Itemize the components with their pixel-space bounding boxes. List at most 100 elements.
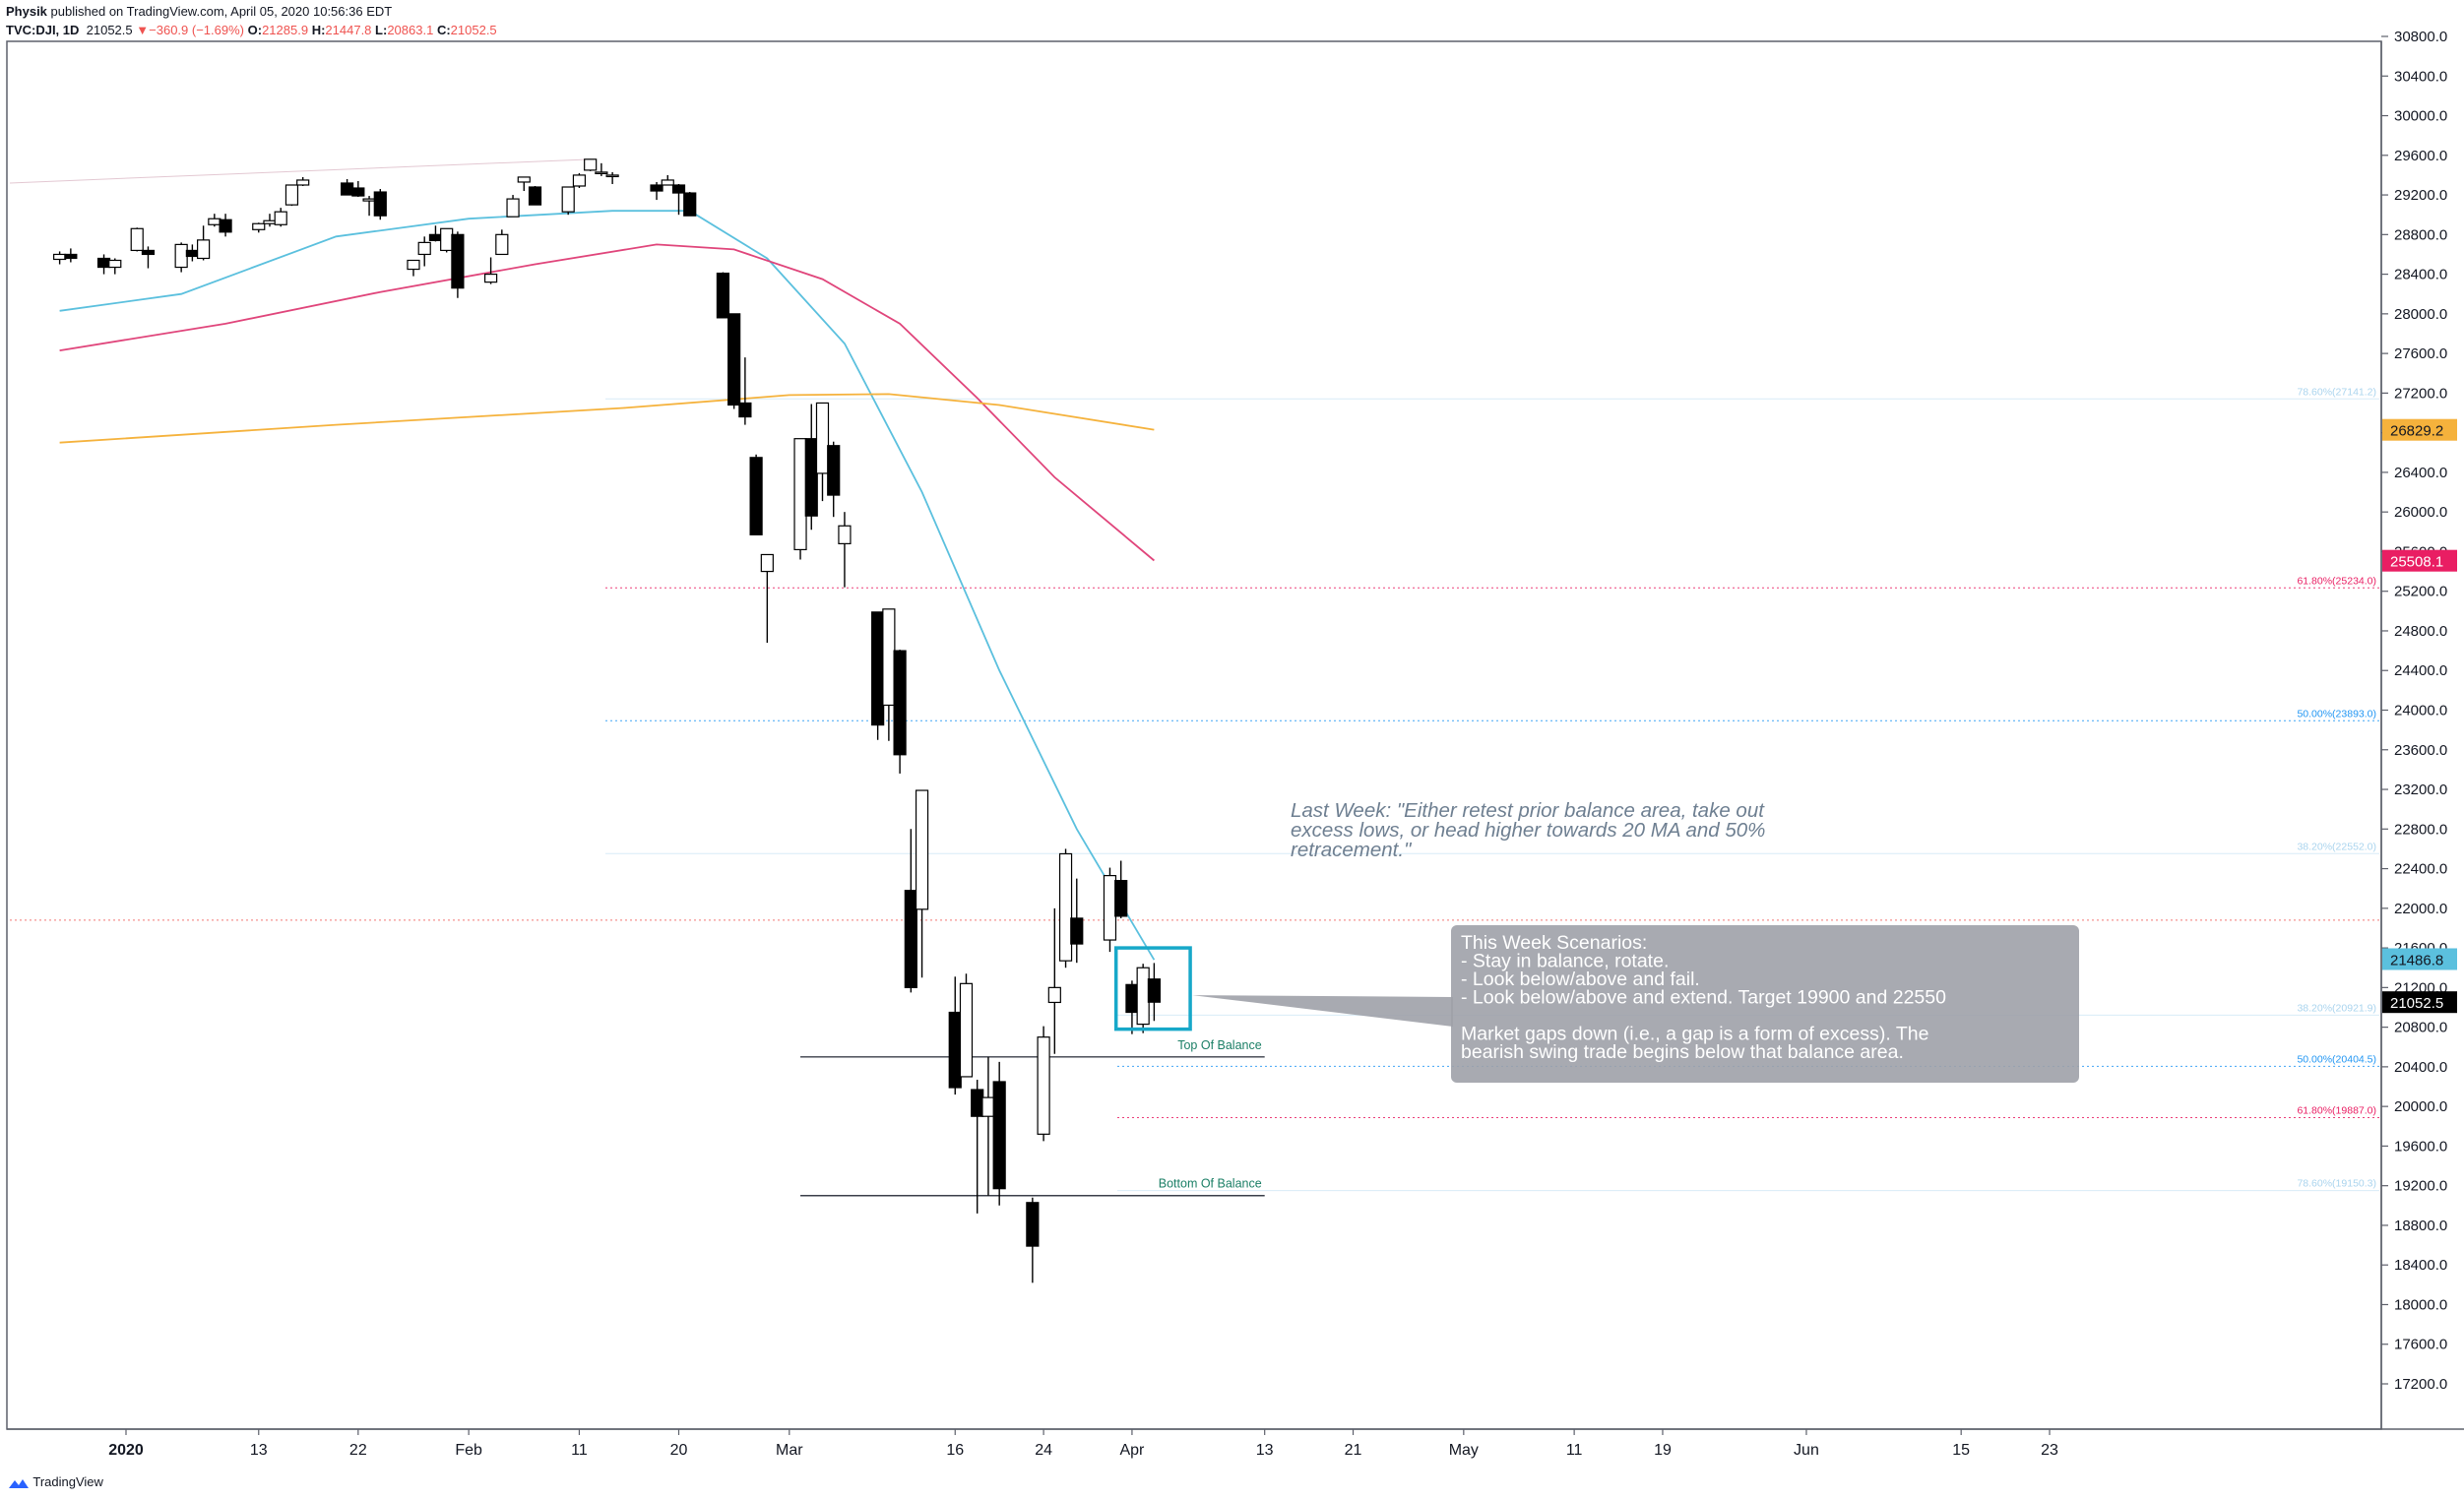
candle[interactable] [992, 1061, 1006, 1206]
candle[interactable] [893, 650, 907, 774]
candle[interactable] [483, 257, 498, 284]
candle[interactable] [584, 158, 598, 171]
candle[interactable] [683, 192, 697, 217]
price-tag[interactable] [2382, 991, 2457, 1014]
callout-line: bearish swing trade begins below that ba… [1461, 1041, 1904, 1063]
candle[interactable] [341, 178, 354, 196]
candle[interactable] [650, 181, 663, 201]
price-tick-label: 28800.0 [2394, 226, 2447, 243]
ma20-line [59, 210, 1156, 961]
price-tag[interactable] [2382, 549, 2457, 572]
candle[interactable] [749, 454, 763, 535]
candle[interactable] [417, 236, 431, 267]
price-tag[interactable] [2382, 418, 2457, 441]
candle[interactable] [716, 272, 730, 319]
tradingview-brand: TradingView [32, 1474, 103, 1489]
candle[interactable] [185, 244, 199, 262]
candle[interactable] [362, 196, 376, 217]
candle[interactable] [1103, 867, 1117, 953]
candle[interactable] [948, 976, 962, 1095]
symbol-label[interactable]: TVC:DJI, 1D [6, 23, 80, 37]
candle[interactable] [981, 1056, 995, 1196]
candle[interactable] [915, 789, 929, 978]
candle-body-up [915, 789, 929, 910]
candle-body-up [252, 222, 266, 230]
last-week-note: excess lows, or head higher towards 20 M… [1291, 819, 1765, 842]
candle[interactable] [871, 611, 885, 740]
candle[interactable] [108, 258, 122, 275]
candle[interactable] [219, 214, 232, 237]
candle[interactable] [208, 214, 221, 227]
price-tick-label: 30000.0 [2394, 108, 2447, 125]
candle[interactable] [263, 214, 277, 227]
time-tick-label: 21 [1345, 1442, 1362, 1459]
callout-line: This Week Scenarios: [1461, 932, 1647, 954]
time-axis[interactable]: 2020 13 22 Feb 11 20 Mar 16 24 Apr 13 21 May 11 19 Jun 1… [108, 1429, 2058, 1459]
candle[interactable] [495, 229, 509, 256]
candle[interactable] [528, 185, 542, 206]
candle[interactable] [440, 227, 454, 253]
candle[interactable] [96, 254, 111, 275]
candle[interactable] [1058, 848, 1073, 969]
candle[interactable] [904, 829, 917, 993]
candle[interactable] [506, 195, 520, 218]
candle[interactable] [815, 402, 830, 502]
time-tick-label: May [1449, 1442, 1479, 1459]
candle[interactable] [428, 225, 443, 242]
candles[interactable] [53, 158, 1161, 1283]
candle[interactable] [738, 357, 752, 425]
candle[interactable] [827, 441, 841, 518]
candle[interactable] [760, 553, 774, 644]
candle[interactable] [141, 246, 156, 269]
candle[interactable] [572, 172, 587, 189]
close-label: C: [436, 23, 451, 37]
candle[interactable] [407, 259, 420, 277]
candle[interactable] [284, 184, 299, 207]
candle[interactable] [793, 438, 807, 560]
candle[interactable] [561, 186, 575, 216]
candle[interactable] [252, 222, 266, 233]
candle[interactable] [1136, 964, 1150, 1033]
candle[interactable] [197, 225, 211, 261]
candle[interactable] [64, 248, 78, 263]
candle[interactable] [1070, 878, 1084, 964]
candle[interactable] [1125, 980, 1139, 1034]
candle[interactable] [1114, 860, 1128, 918]
candle[interactable] [274, 208, 287, 227]
author-name[interactable]: Physik [6, 4, 47, 19]
candle[interactable] [1147, 963, 1161, 1022]
candle[interactable] [661, 174, 674, 186]
candle[interactable] [1047, 907, 1061, 1054]
candle[interactable] [971, 1079, 984, 1214]
tradingview-logo[interactable]: TradingView [8, 1474, 103, 1490]
candle[interactable] [595, 162, 608, 176]
price-tag[interactable] [2382, 948, 2457, 970]
candle[interactable] [451, 231, 465, 298]
candle[interactable] [373, 189, 387, 220]
candle[interactable] [53, 251, 67, 265]
candle[interactable] [1026, 1197, 1040, 1283]
candle[interactable] [296, 176, 310, 186]
candle[interactable] [174, 242, 188, 273]
price-tick-label: 17200.0 [2394, 1376, 2447, 1393]
candle[interactable] [804, 404, 818, 531]
candle[interactable] [605, 171, 619, 184]
candle[interactable] [727, 313, 741, 409]
price-axis[interactable]: 30800.0 30400.0 30000.0 29600.0 29200.0 28800… [2381, 29, 2457, 1393]
candle-body-down [341, 182, 354, 196]
candle[interactable] [1037, 1026, 1050, 1142]
candle[interactable] [882, 608, 896, 741]
candle[interactable] [671, 183, 686, 216]
candle[interactable] [517, 176, 531, 192]
price-tag-label: 26829.2 [2390, 423, 2443, 440]
candle[interactable] [130, 227, 144, 252]
high-label: H: [311, 23, 326, 37]
candle[interactable] [838, 512, 852, 588]
open-value: 21285.9 [262, 23, 309, 37]
candle-body-up [263, 219, 277, 224]
candle[interactable] [351, 180, 365, 198]
candle[interactable] [959, 973, 974, 1078]
candle-body-down [528, 186, 542, 206]
last-week-note: Last Week: "Either retest prior balance … [1291, 799, 1765, 822]
